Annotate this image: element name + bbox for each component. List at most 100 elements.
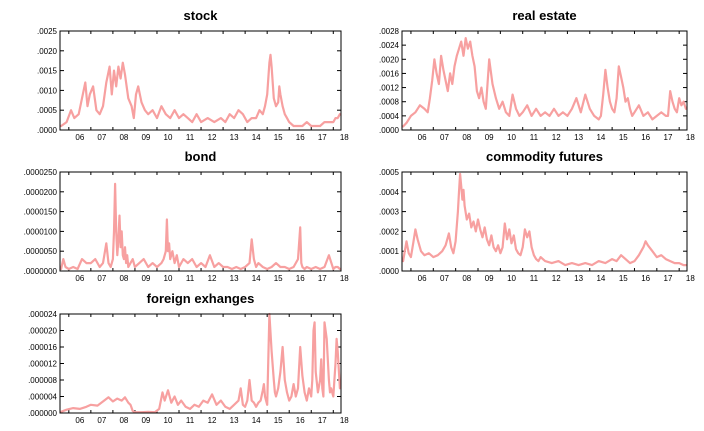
x-tick-label: 06 <box>418 274 427 283</box>
y-tick-label: .0000200 <box>24 188 58 197</box>
x-tick-label: 07 <box>97 133 106 142</box>
x-tick-label: 07 <box>440 274 449 283</box>
x-tick-label: 14 <box>252 274 261 283</box>
x-tick-label: 18 <box>340 416 349 425</box>
x-tick-label: 15 <box>619 133 628 142</box>
y-tick-label: .0004 <box>379 188 400 197</box>
x-tick-label: 16 <box>641 274 650 283</box>
x-tick-label: 11 <box>186 274 195 283</box>
y-tick-label: .0000100 <box>24 227 58 236</box>
chart-panel-4: commodity futures .0000 .0001 .0002 .0003 .00… <box>379 149 695 283</box>
plot-frame <box>59 313 342 414</box>
x-tick-label: 09 <box>485 274 494 283</box>
y-tick-label: .000000 <box>28 409 57 418</box>
x-tick-label: 10 <box>164 133 173 142</box>
x-tick-label: 10 <box>507 133 516 142</box>
y-tick-label: .000008 <box>28 376 57 385</box>
x-tick-label: 13 <box>230 274 239 283</box>
y-tick-label: .0020 <box>379 55 400 64</box>
y-tick-label: .000004 <box>28 393 57 402</box>
x-tick-label: 06 <box>75 133 84 142</box>
x-tick-label: 13 <box>230 133 239 142</box>
x-tick-label: 15 <box>619 274 628 283</box>
x-tick-label: 08 <box>119 274 128 283</box>
y-tick-label: .0000050 <box>24 247 58 256</box>
x-tick-label: 08 <box>119 133 128 142</box>
y-tick-label: .000024 <box>28 310 57 319</box>
chart-panel-3: bond .0000000 .0000050 .0000100 .0000150 .000… <box>24 149 350 283</box>
x-tick-label: 15 <box>274 416 283 425</box>
x-tick-label: 12 <box>552 133 561 142</box>
y-tick-label: .0002 <box>379 227 400 236</box>
chart-title: foreign exhanges <box>147 291 255 306</box>
series-line-commodity-futures <box>402 172 688 267</box>
x-tick-label: 16 <box>296 133 305 142</box>
x-tick-label: 09 <box>485 133 494 142</box>
x-tick-label: 07 <box>97 416 106 425</box>
x-tick-label: 12 <box>208 416 217 425</box>
x-tick-label: 16 <box>296 416 305 425</box>
x-tick-label: 14 <box>252 416 261 425</box>
y-tick-label: .000016 <box>28 343 57 352</box>
chart-title: bond <box>185 149 217 164</box>
x-tick-label: 08 <box>462 133 471 142</box>
x-tick-label: 10 <box>164 274 173 283</box>
x-tick-label: 07 <box>97 274 106 283</box>
chart-title: commodity futures <box>486 149 603 164</box>
plot-frame <box>401 171 688 272</box>
x-tick-label: 06 <box>75 274 84 283</box>
x-tick-label: 17 <box>664 133 673 142</box>
x-tick-label: 08 <box>119 416 128 425</box>
plot-frame <box>401 30 688 131</box>
chart-panel-1: stock .0000 .0005 .0010 .0015 .0020 .0025 06 07 0… <box>37 8 349 142</box>
series-line-foreign-exhanges <box>59 312 341 414</box>
x-tick-label: 09 <box>141 274 150 283</box>
x-tick-label: 12 <box>552 274 561 283</box>
y-tick-label: .0024 <box>379 41 400 50</box>
y-tick-label: .0000 <box>379 126 400 135</box>
y-tick-label: .0003 <box>379 208 400 217</box>
x-tick-label: 18 <box>686 274 695 283</box>
x-tick-label: 17 <box>318 274 327 283</box>
x-tick-label: 18 <box>340 274 349 283</box>
x-tick-label: 08 <box>462 274 471 283</box>
x-tick-label: 09 <box>141 416 150 425</box>
x-tick-label: 10 <box>164 416 173 425</box>
plot-frame <box>59 171 342 272</box>
x-tick-label: 12 <box>208 133 217 142</box>
x-tick-label: 14 <box>252 133 261 142</box>
y-tick-label: .0000250 <box>24 168 58 177</box>
y-tick-label: .000020 <box>28 327 57 336</box>
y-tick-label: .0012 <box>379 84 400 93</box>
x-tick-label: 06 <box>418 133 427 142</box>
y-tick-label: .0005 <box>37 106 58 115</box>
y-tick-label: .0001 <box>379 247 400 256</box>
x-tick-label: 16 <box>296 274 305 283</box>
y-tick-label: .0010 <box>37 86 58 95</box>
x-tick-label: 18 <box>340 133 349 142</box>
y-tick-label: .0000150 <box>24 208 58 217</box>
y-tick-label: .0025 <box>37 27 58 36</box>
y-tick-label: .0005 <box>379 168 400 177</box>
x-tick-label: 16 <box>641 133 650 142</box>
series-line-real-estate <box>402 36 688 128</box>
x-tick-label: 17 <box>318 416 327 425</box>
x-tick-label: 13 <box>574 133 583 142</box>
y-tick-label: .0016 <box>379 69 400 78</box>
series-line-stock <box>59 53 341 128</box>
chart-panel-5: foreign exhanges .000000 .000004 .000008 .00… <box>28 291 349 425</box>
x-tick-label: 15 <box>274 274 283 283</box>
y-tick-label: .0000000 <box>24 267 58 276</box>
x-tick-label: 13 <box>574 274 583 283</box>
x-tick-label: 14 <box>596 274 605 283</box>
chart-panel-2: real estate .0000 .0004 .0008 .0012 .0016 .002… <box>379 8 695 142</box>
x-tick-label: 06 <box>75 416 84 425</box>
chart-title: stock <box>184 8 219 23</box>
x-tick-label: 07 <box>440 133 449 142</box>
y-tick-label: .0000 <box>379 267 400 276</box>
x-tick-label: 14 <box>596 133 605 142</box>
y-tick-label: .0000 <box>37 126 58 135</box>
x-tick-label: 11 <box>186 133 195 142</box>
x-tick-label: 17 <box>664 274 673 283</box>
series-line-bond <box>59 182 341 271</box>
